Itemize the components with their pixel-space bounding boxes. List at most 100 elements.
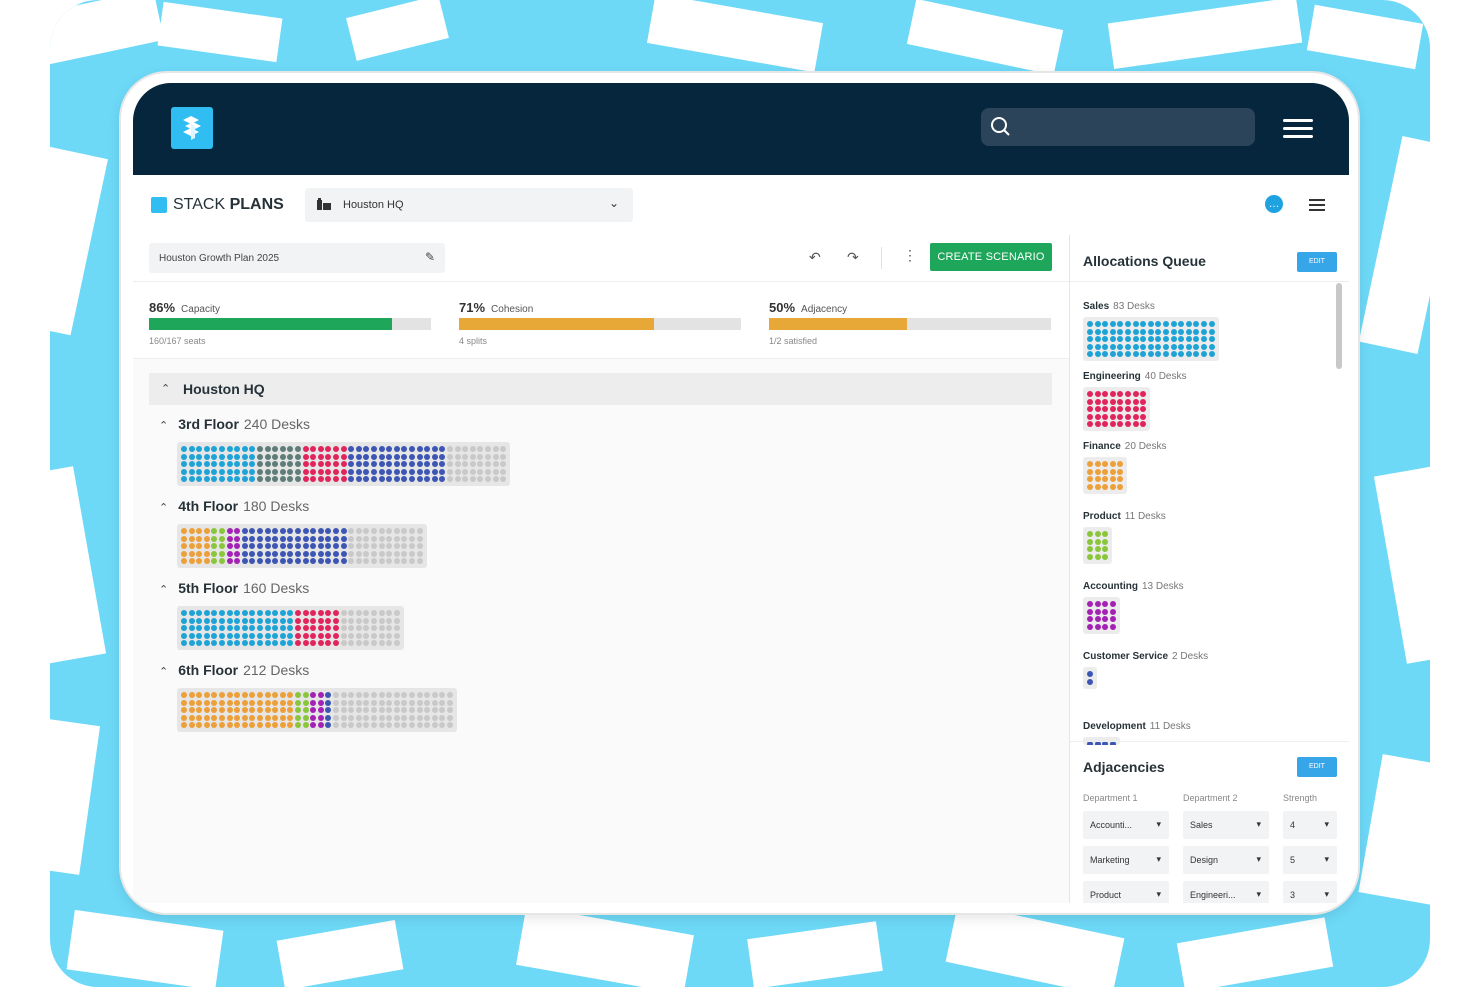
desk-dot[interactable]	[181, 528, 187, 534]
desk-dot[interactable]	[333, 707, 339, 714]
desk-dot[interactable]	[447, 722, 453, 729]
desk-dot[interactable]	[295, 632, 301, 639]
desk-dot[interactable]	[1117, 351, 1124, 358]
desk-dot[interactable]	[447, 461, 453, 468]
desk-dot[interactable]	[279, 722, 286, 729]
desk-dot[interactable]	[378, 543, 385, 550]
desk-dot[interactable]	[333, 461, 339, 468]
desk-dot[interactable]	[272, 722, 279, 729]
desk-dot[interactable]	[386, 722, 393, 729]
desk-dot[interactable]	[1117, 328, 1124, 335]
desk-dot[interactable]	[348, 722, 355, 729]
desk-dot[interactable]	[196, 707, 203, 714]
desk-dot[interactable]	[310, 558, 317, 565]
desk-dot[interactable]	[264, 461, 271, 468]
desk-dot[interactable]	[279, 453, 286, 460]
desk-dot[interactable]	[340, 692, 347, 698]
desk-dot[interactable]	[371, 476, 377, 483]
desk-dot[interactable]	[241, 468, 248, 475]
desk-dot[interactable]	[325, 550, 332, 557]
desk-dot[interactable]	[1087, 483, 1093, 490]
desk-dot[interactable]	[219, 550, 225, 557]
desk-dot[interactable]	[211, 714, 218, 721]
desk-dot[interactable]	[447, 453, 453, 460]
desk-dot[interactable]	[1087, 391, 1093, 397]
desk-dot[interactable]	[310, 632, 317, 639]
desk-dot[interactable]	[310, 722, 317, 729]
queue-desk-grid[interactable]	[1083, 457, 1128, 494]
desk-dot[interactable]	[363, 707, 370, 714]
desk-dot[interactable]	[1087, 468, 1093, 475]
desk-dot[interactable]	[409, 528, 415, 534]
desk-dot[interactable]	[424, 468, 431, 475]
desk-dot[interactable]	[279, 558, 286, 565]
desk-dot[interactable]	[272, 558, 279, 565]
desk-dot[interactable]	[340, 543, 347, 550]
desk-dot[interactable]	[287, 722, 294, 729]
desk-dot[interactable]	[340, 461, 347, 468]
desk-dot[interactable]	[295, 461, 301, 468]
desk-dot[interactable]	[348, 446, 355, 452]
desk-dot[interactable]	[203, 453, 210, 460]
desk-dot[interactable]	[1170, 343, 1177, 350]
desk-dot[interactable]	[1208, 321, 1215, 327]
desk-dot[interactable]	[302, 625, 309, 632]
desk-dot[interactable]	[386, 714, 393, 721]
desk-dot[interactable]	[181, 446, 187, 452]
desk-dot[interactable]	[1132, 421, 1139, 428]
desk-dot[interactable]	[393, 714, 400, 721]
desk-dot[interactable]	[477, 446, 484, 452]
desk-dot[interactable]	[219, 535, 225, 542]
desk-dot[interactable]	[1094, 616, 1101, 623]
desk-dot[interactable]	[439, 692, 446, 698]
desk-dot[interactable]	[325, 558, 332, 565]
desk-dot[interactable]	[1109, 476, 1116, 483]
desk-dot[interactable]	[249, 528, 256, 534]
desk-dot[interactable]	[181, 640, 187, 647]
desk-dot[interactable]	[386, 610, 393, 616]
desk-dot[interactable]	[348, 453, 355, 460]
desk-dot[interactable]	[211, 722, 218, 729]
desk-dot[interactable]	[272, 617, 279, 624]
desk-dot[interactable]	[287, 535, 294, 542]
desk-dot[interactable]	[409, 476, 415, 483]
desk-dot[interactable]	[234, 692, 241, 698]
desk-dot[interactable]	[1117, 406, 1124, 413]
desk-dot[interactable]	[295, 714, 301, 721]
desk-dot[interactable]	[181, 714, 187, 721]
desk-dot[interactable]	[310, 625, 317, 632]
desk-dot[interactable]	[1140, 328, 1147, 335]
desk-dot[interactable]	[188, 692, 195, 698]
desk-dot[interactable]	[219, 476, 225, 483]
desk-dot[interactable]	[454, 476, 461, 483]
desk-dot[interactable]	[348, 535, 355, 542]
desk-dot[interactable]	[295, 528, 301, 534]
desk-dot[interactable]	[454, 453, 461, 460]
desk-dot[interactable]	[188, 722, 195, 729]
desk-dot[interactable]	[264, 543, 271, 550]
desk-dot[interactable]	[500, 461, 507, 468]
adj-dept1-select[interactable]: Product ▾	[1083, 881, 1169, 903]
desk-dot[interactable]	[1201, 343, 1207, 350]
desk-dot[interactable]	[1102, 321, 1109, 327]
desk-dot[interactable]	[181, 550, 187, 557]
desk-dot[interactable]	[371, 453, 377, 460]
desk-dot[interactable]	[340, 625, 347, 632]
desk-dot[interactable]	[1087, 328, 1093, 335]
desk-dot[interactable]	[219, 625, 225, 632]
desk-dot[interactable]	[196, 699, 203, 706]
desk-dot[interactable]	[272, 468, 279, 475]
desk-dot[interactable]	[211, 528, 218, 534]
desk-dot[interactable]	[333, 625, 339, 632]
desk-dot[interactable]	[287, 617, 294, 624]
desk-dot[interactable]	[196, 692, 203, 698]
desk-dot[interactable]	[211, 476, 218, 483]
desk-dot[interactable]	[203, 632, 210, 639]
desk-dot[interactable]	[1094, 553, 1101, 560]
desk-dot[interactable]	[447, 476, 453, 483]
desk-dot[interactable]	[211, 625, 218, 632]
desk-dot[interactable]	[264, 535, 271, 542]
desk-dot[interactable]	[1102, 328, 1109, 335]
desk-dot[interactable]	[393, 692, 400, 698]
desk-dot[interactable]	[454, 468, 461, 475]
